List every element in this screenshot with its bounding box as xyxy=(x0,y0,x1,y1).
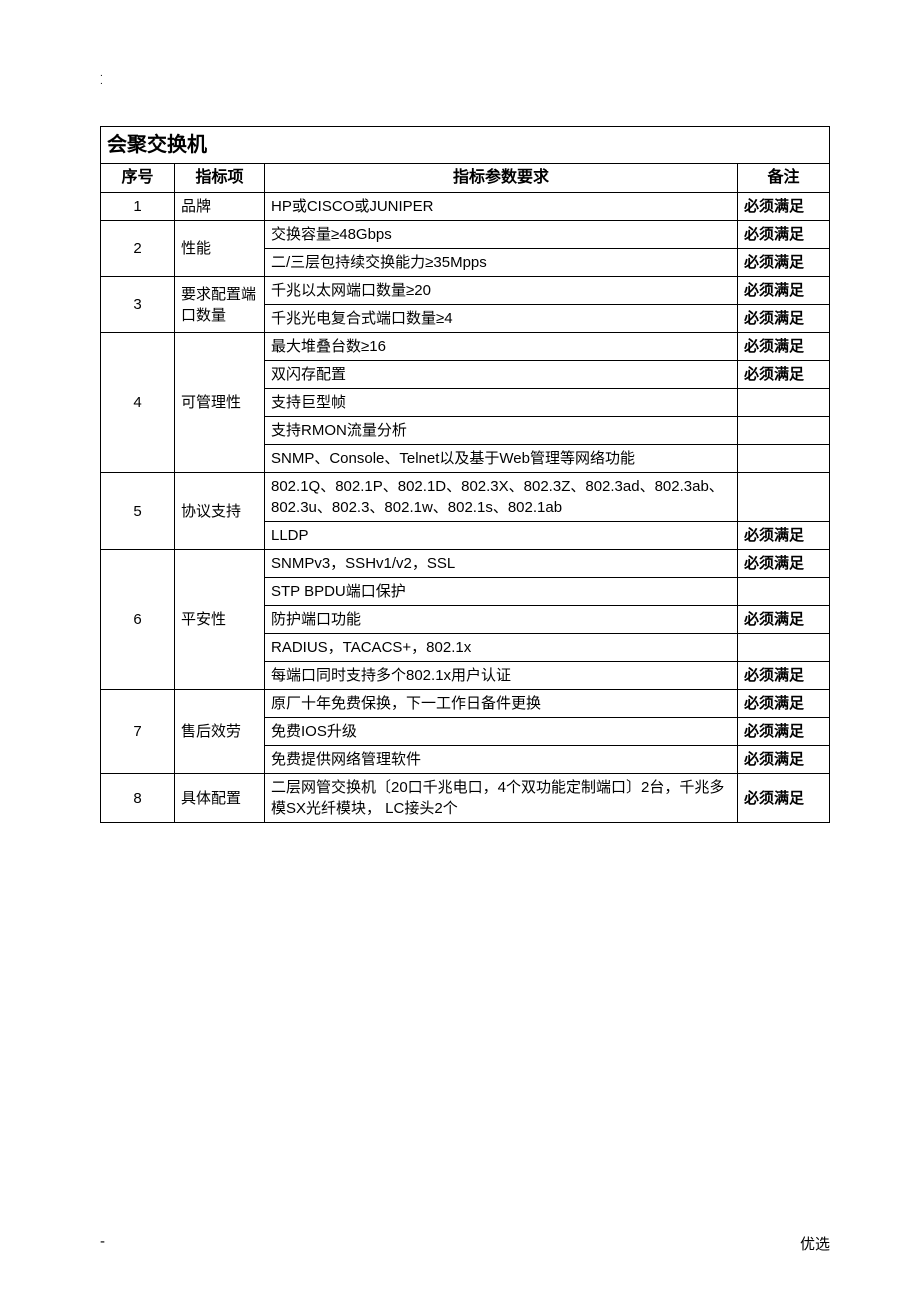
footer-left: - xyxy=(100,1233,105,1254)
cell-item: 要求配置端口数量 xyxy=(175,277,265,333)
cell-note: 必须满足 xyxy=(738,249,830,277)
cell-note: 必须满足 xyxy=(738,193,830,221)
cell-seq: 1 xyxy=(101,193,175,221)
cell-note xyxy=(738,445,830,473)
cell-requirement: 千兆以太网端口数量≥20 xyxy=(265,277,738,305)
table-title: 会聚交换机 xyxy=(101,127,830,164)
table-row: 4可管理性最大堆叠台数≥16必须满足 xyxy=(101,333,830,361)
cell-requirement: 支持巨型帧 xyxy=(265,389,738,417)
cell-note: 必须满足 xyxy=(738,550,830,578)
cell-requirement: 二层网管交换机〔20口千兆电口，4个双功能定制端口〕2台，千兆多模SX光纤模块，… xyxy=(265,774,738,823)
cell-requirement: HP或CISCO或JUNIPER xyxy=(265,193,738,221)
cell-requirement: 交换容量≥48Gbps xyxy=(265,221,738,249)
cell-note xyxy=(738,578,830,606)
cell-seq: 6 xyxy=(101,550,175,690)
cell-requirement: RADIUS，TACACS+，802.1x xyxy=(265,634,738,662)
table-row: 6平安性SNMPv3，SSHv1/v2，SSL必须满足 xyxy=(101,550,830,578)
column-header-item: 指标项 xyxy=(175,164,265,193)
cell-note: 必须满足 xyxy=(738,277,830,305)
dot-mark: . xyxy=(100,70,830,78)
cell-requirement: 免费IOS升级 xyxy=(265,718,738,746)
cell-item: 售后效劳 xyxy=(175,690,265,774)
dot-mark: . xyxy=(100,78,830,86)
cell-item: 可管理性 xyxy=(175,333,265,473)
cell-note: 必须满足 xyxy=(738,522,830,550)
cell-requirement: 双闪存配置 xyxy=(265,361,738,389)
cell-seq: 8 xyxy=(101,774,175,823)
cell-seq: 3 xyxy=(101,277,175,333)
cell-requirement: 原厂十年免费保换，下一工作日备件更换 xyxy=(265,690,738,718)
column-header-seq: 序号 xyxy=(101,164,175,193)
cell-requirement: 支持RMON流量分析 xyxy=(265,417,738,445)
cell-seq: 7 xyxy=(101,690,175,774)
cell-requirement: SNMP、Console、Telnet以及基于Web管理等网络功能 xyxy=(265,445,738,473)
cell-note xyxy=(738,634,830,662)
footer-right: 优选 xyxy=(800,1233,830,1254)
table-row: 1品牌HP或CISCO或JUNIPER必须满足 xyxy=(101,193,830,221)
cell-requirement: 千兆光电复合式端口数量≥4 xyxy=(265,305,738,333)
cell-note: 必须满足 xyxy=(738,333,830,361)
cell-requirement: STP BPDU端口保护 xyxy=(265,578,738,606)
cell-note: 必须满足 xyxy=(738,746,830,774)
cell-requirement: 每端口同时支持多个802.1x用户认证 xyxy=(265,662,738,690)
cell-note xyxy=(738,389,830,417)
cell-seq: 4 xyxy=(101,333,175,473)
cell-note: 必须满足 xyxy=(738,361,830,389)
spec-table: 会聚交换机序号指标项指标参数要求备注1品牌HP或CISCO或JUNIPER必须满… xyxy=(100,126,830,823)
table-row: 5协议支持802.1Q、802.1P、802.1D、802.3X、802.3Z、… xyxy=(101,473,830,522)
table-row: 7售后效劳原厂十年免费保换，下一工作日备件更换必须满足 xyxy=(101,690,830,718)
cell-note: 必须满足 xyxy=(738,690,830,718)
header-marks: . . xyxy=(100,70,830,86)
cell-seq: 2 xyxy=(101,221,175,277)
column-header-req: 指标参数要求 xyxy=(265,164,738,193)
page-footer: - 优选 xyxy=(100,1233,830,1254)
cell-item: 性能 xyxy=(175,221,265,277)
cell-note: 必须满足 xyxy=(738,305,830,333)
cell-requirement: 二/三层包持续交换能力≥35Mpps xyxy=(265,249,738,277)
cell-seq: 5 xyxy=(101,473,175,550)
cell-note: 必须满足 xyxy=(738,221,830,249)
cell-item: 具体配置 xyxy=(175,774,265,823)
cell-requirement: 802.1Q、802.1P、802.1D、802.3X、802.3Z、802.3… xyxy=(265,473,738,522)
cell-note xyxy=(738,417,830,445)
cell-requirement: 防护端口功能 xyxy=(265,606,738,634)
cell-item: 平安性 xyxy=(175,550,265,690)
cell-note: 必须满足 xyxy=(738,662,830,690)
column-header-note: 备注 xyxy=(738,164,830,193)
table-row: 8具体配置二层网管交换机〔20口千兆电口，4个双功能定制端口〕2台，千兆多模SX… xyxy=(101,774,830,823)
cell-requirement: LLDP xyxy=(265,522,738,550)
cell-note: 必须满足 xyxy=(738,774,830,823)
cell-note: 必须满足 xyxy=(738,606,830,634)
cell-requirement: 免费提供网络管理软件 xyxy=(265,746,738,774)
cell-requirement: SNMPv3，SSHv1/v2，SSL xyxy=(265,550,738,578)
cell-item: 品牌 xyxy=(175,193,265,221)
cell-note: 必须满足 xyxy=(738,718,830,746)
table-row: 2性能交换容量≥48Gbps必须满足 xyxy=(101,221,830,249)
cell-item: 协议支持 xyxy=(175,473,265,550)
table-row: 3要求配置端口数量千兆以太网端口数量≥20必须满足 xyxy=(101,277,830,305)
cell-requirement: 最大堆叠台数≥16 xyxy=(265,333,738,361)
cell-note xyxy=(738,473,830,522)
page: . . 会聚交换机序号指标项指标参数要求备注1品牌HP或CISCO或JUNIPE… xyxy=(0,0,920,1302)
